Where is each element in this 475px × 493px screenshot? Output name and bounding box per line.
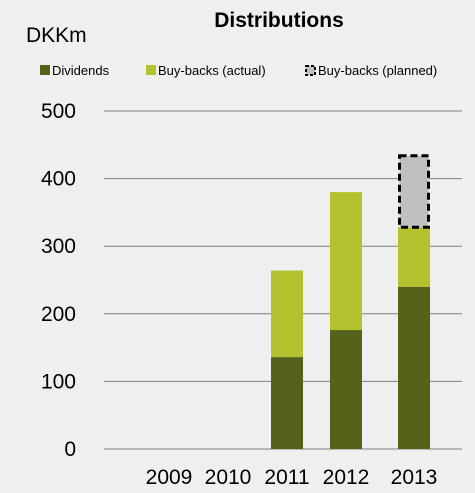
bar-buy-backs-actual: [271, 270, 303, 358]
legend-swatch: [146, 65, 156, 75]
legend-label: Buy-backs (actual): [158, 63, 266, 78]
y-tick-label: 300: [41, 235, 76, 258]
y-tick-label: 200: [41, 303, 76, 326]
bar-buy-backs-planned: [398, 154, 430, 229]
bar-dividends: [398, 286, 430, 449]
bars: [271, 154, 430, 449]
bar-dividends: [330, 330, 362, 449]
legend-item: Dividends: [40, 63, 110, 78]
legend: Dividends Buy-backs (actual) Buy-backs (pl…: [40, 63, 437, 78]
y-tick-label: 100: [41, 370, 76, 393]
legend-item: Buy-backs (actual): [146, 63, 266, 78]
x-tick-label: 2010: [205, 466, 252, 489]
chart-title: Distributions: [214, 9, 344, 32]
y-tick-label: 400: [41, 168, 76, 191]
x-tick-label: 2009: [146, 466, 193, 489]
legend-item: Buy-backs (planned): [305, 63, 437, 78]
y-tick-label: 0: [64, 438, 76, 461]
y-axis: 0 100 200 300 400 500: [41, 100, 76, 461]
x-tick-label: 2012: [323, 466, 370, 489]
bar-dividends: [271, 357, 303, 449]
bar-buy-backs-actual: [398, 227, 430, 287]
legend-label: Dividends: [52, 63, 110, 78]
bar-buy-backs-actual: [330, 192, 362, 331]
x-tick-label: 2011: [264, 466, 309, 489]
legend-label: Buy-backs (planned): [318, 63, 437, 78]
legend-swatch: [40, 65, 50, 75]
x-tick-label: 2013: [391, 466, 438, 489]
y-tick-label: 500: [41, 100, 76, 123]
x-axis: 2009 2010 2011 2012 2013: [146, 466, 438, 489]
legend-swatch: [305, 65, 316, 76]
unit-label: DKKm: [26, 24, 87, 47]
